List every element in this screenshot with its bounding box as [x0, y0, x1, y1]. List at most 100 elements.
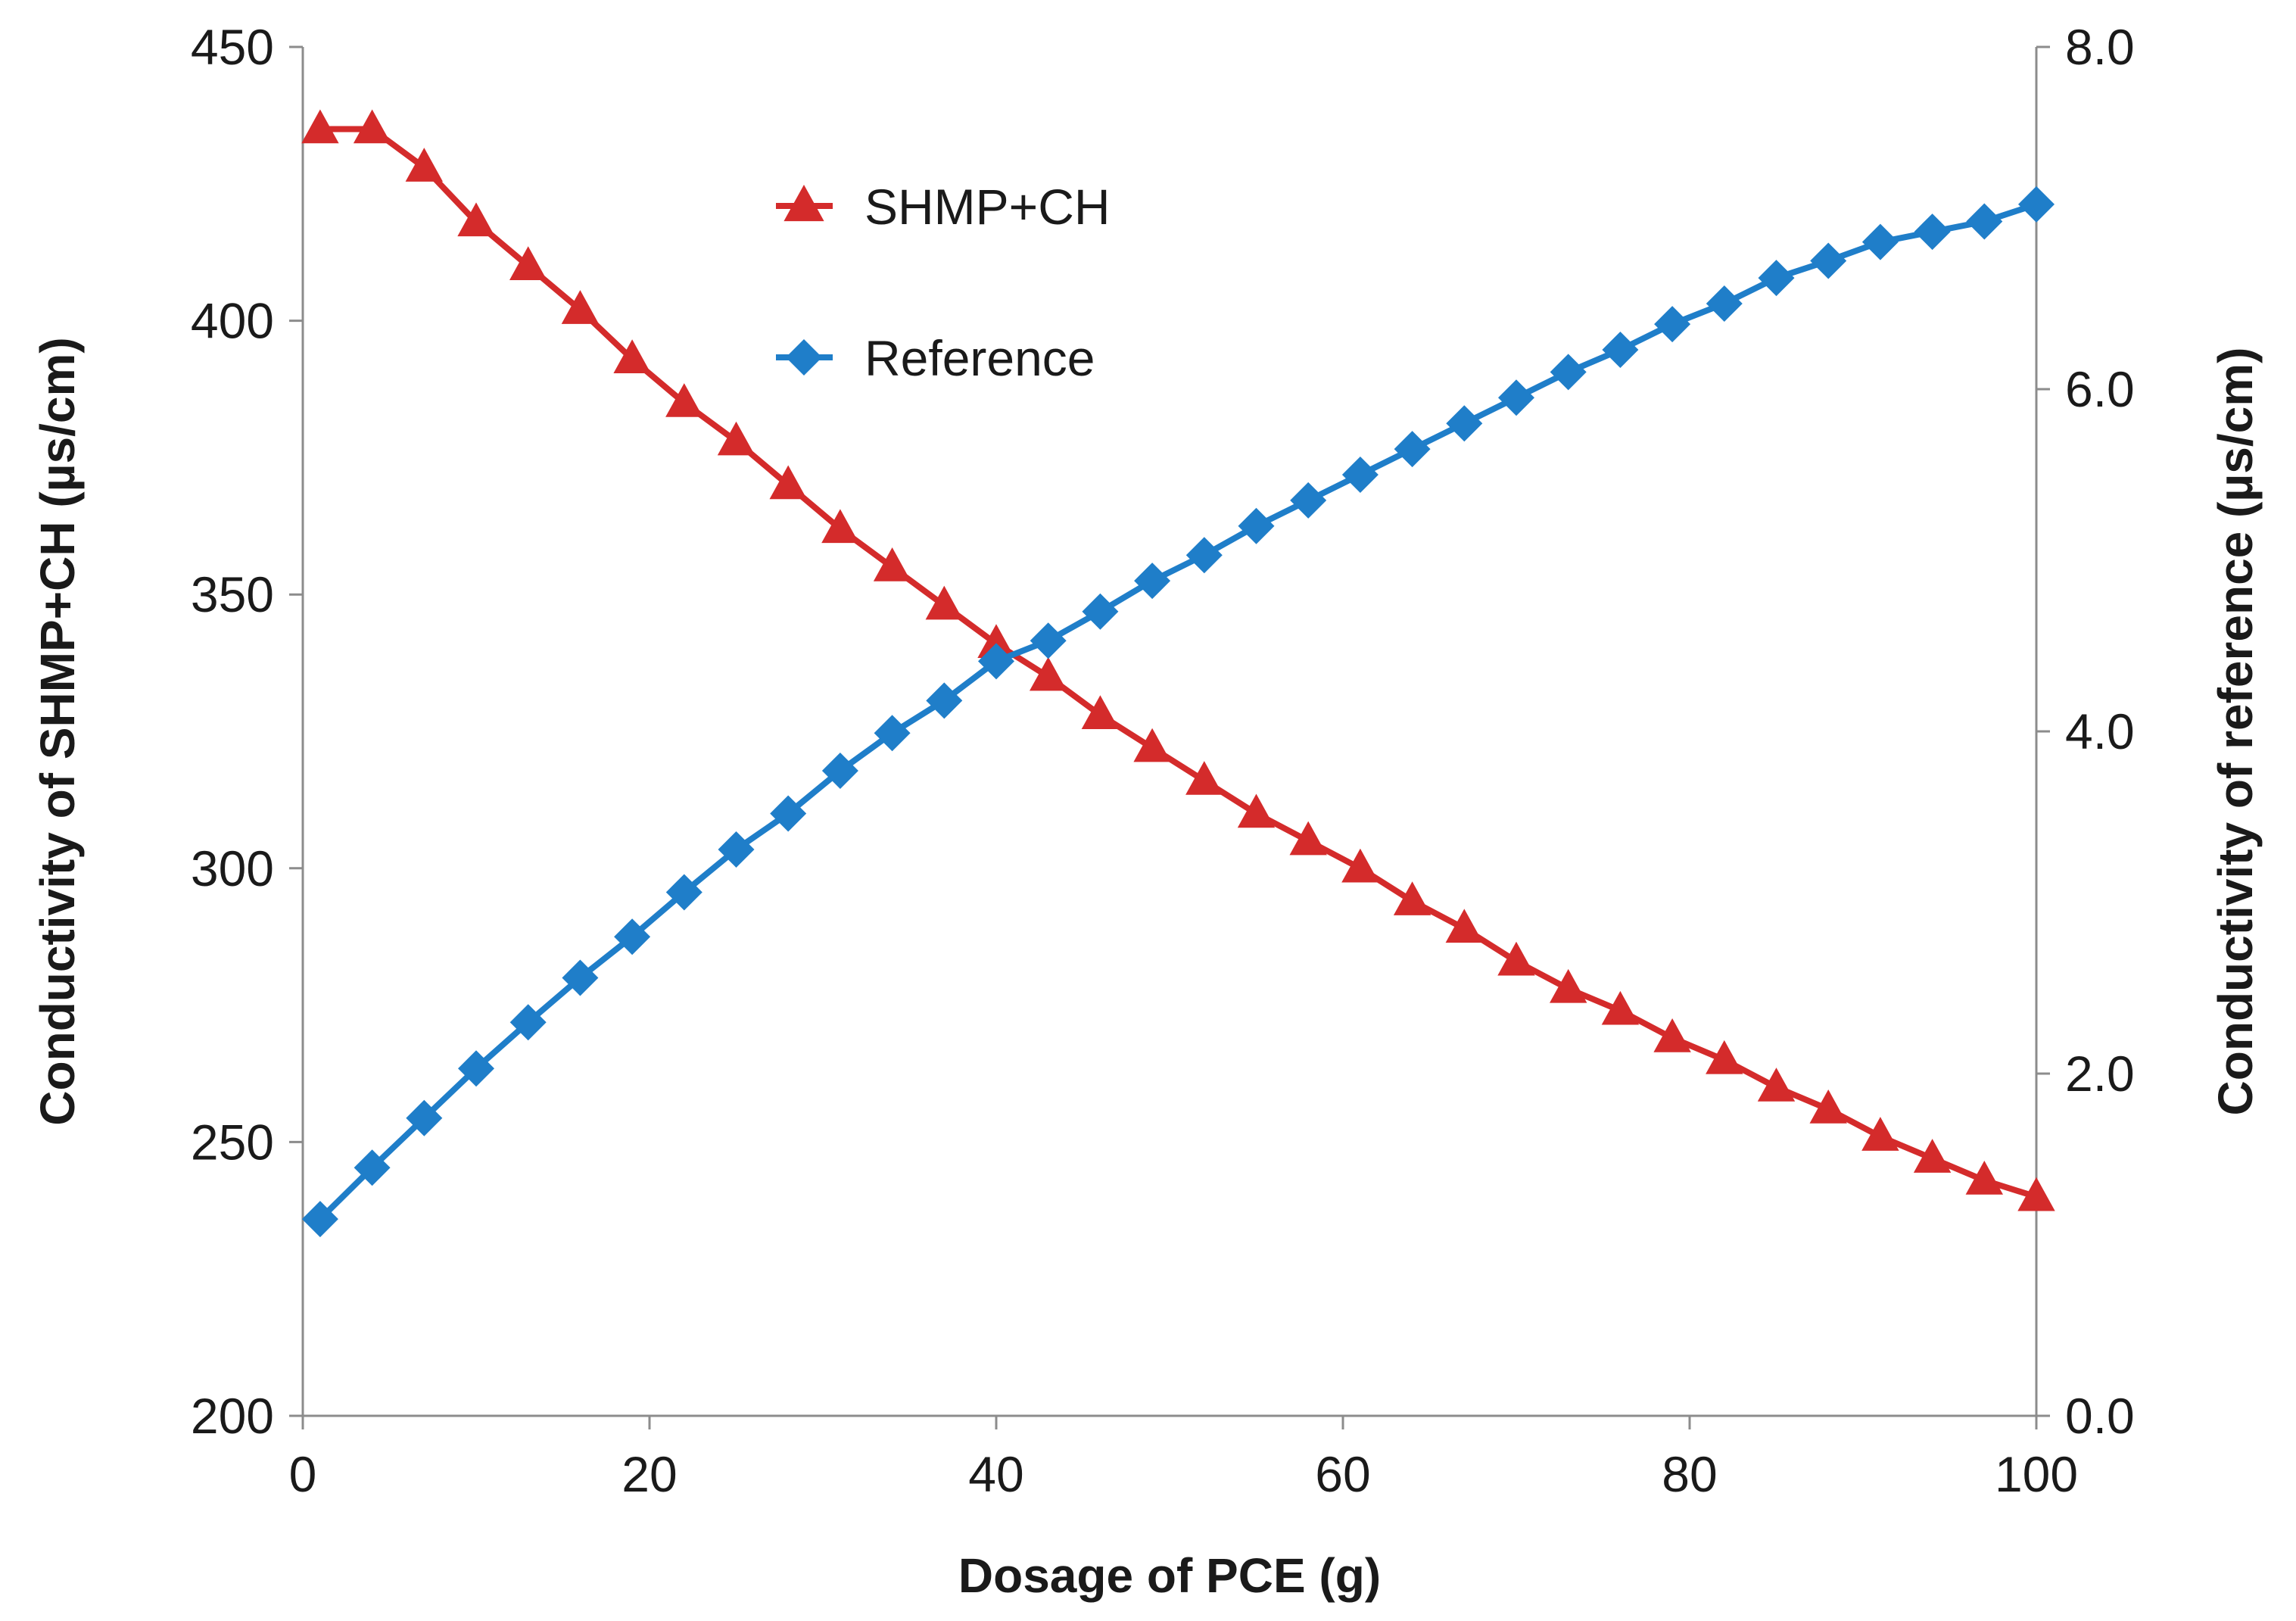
x-tick-label: 40: [968, 1446, 1023, 1502]
y-right-tick-label: 6.0: [2065, 361, 2135, 417]
data-point-shmp-ch: [1030, 656, 1067, 691]
data-point-reference: [978, 643, 1014, 680]
data-point-shmp-ch: [1289, 821, 1327, 856]
x-tick-label: 20: [622, 1446, 677, 1502]
data-point-shmp-ch: [2017, 1177, 2055, 1211]
data-point-shmp-ch: [717, 421, 755, 456]
axes: 0 20 40 60 80 100 200 250 300 350 400 450 0.0 2.0 4.0 6…: [191, 19, 2135, 1502]
data-point-reference: [1238, 507, 1275, 544]
data-point-reference: [1810, 242, 1847, 279]
y-left-tick-label: 450: [191, 19, 274, 75]
data-point-reference: [1550, 354, 1587, 391]
y-left-tick-label: 200: [191, 1388, 274, 1444]
data-point-shmp-ch: [821, 509, 859, 544]
data-point-shmp-ch: [1550, 968, 1587, 1003]
data-point-shmp-ch: [301, 109, 339, 144]
data-point-reference: [1030, 622, 1067, 659]
y-left-tick-label: 250: [191, 1114, 274, 1170]
legend-item-reference: Reference: [776, 330, 1095, 386]
data-point-reference: [718, 831, 755, 868]
series-shmp-ch: [301, 109, 2055, 1211]
data-point-shmp-ch: [977, 624, 1015, 659]
data-point-shmp-ch: [561, 290, 600, 324]
legend-item-shmp-ch: SHMP+CH: [776, 179, 1111, 235]
data-point-reference: [1758, 260, 1795, 297]
data-point-reference: [1706, 285, 1743, 322]
data-point-reference: [1134, 563, 1171, 600]
data-point-reference: [301, 1201, 338, 1238]
legend-triangle-icon: [784, 185, 824, 222]
data-point-shmp-ch: [1913, 1139, 1952, 1173]
series-line-reference: [318, 201, 2038, 1221]
y-right-tick-label: 8.0: [2065, 19, 2135, 75]
data-point-shmp-ch: [769, 465, 807, 500]
data-point-shmp-ch: [1653, 1018, 1691, 1052]
series-reference: [301, 185, 2055, 1238]
x-axis-title: Dosage of PCE (g): [958, 1548, 1381, 1603]
legend-label: SHMP+CH: [865, 179, 1111, 235]
x-tick-label: 100: [1995, 1446, 2078, 1502]
data-point-shmp-ch: [353, 109, 391, 144]
data-point-shmp-ch: [1081, 695, 1120, 730]
data-point-shmp-ch: [613, 339, 651, 373]
x-tick-label: 0: [289, 1446, 317, 1502]
data-point-reference: [562, 959, 599, 996]
data-point-reference: [1394, 431, 1431, 468]
data-point-shmp-ch: [665, 383, 703, 417]
data-point-reference: [665, 874, 703, 911]
data-point-reference: [821, 752, 858, 789]
legend-diamond-icon: [786, 339, 822, 376]
data-point-shmp-ch: [509, 246, 547, 280]
data-point-shmp-ch: [457, 202, 495, 237]
data-point-reference: [1185, 537, 1223, 574]
legend: SHMP+CH Reference: [776, 179, 1111, 386]
data-point-shmp-ch: [1965, 1161, 2003, 1195]
data-point-reference: [1861, 223, 1899, 260]
data-point-reference: [1498, 379, 1534, 416]
data-point-shmp-ch: [1706, 1040, 1743, 1074]
data-point-shmp-ch: [1237, 793, 1276, 828]
data-point-reference: [2018, 185, 2055, 223]
data-point-reference: [458, 1050, 494, 1087]
y-axis-left-title: Conductivity of SHMP+CH (µs/cm): [30, 337, 85, 1125]
data-point-shmp-ch: [1757, 1068, 1796, 1102]
data-point-reference: [926, 682, 963, 719]
y-left-tick-label: 350: [191, 566, 274, 622]
data-point-reference: [509, 1004, 547, 1041]
data-point-reference: [874, 715, 911, 752]
y-right-tick-label: 4.0: [2065, 703, 2135, 759]
y-right-tick-label: 2.0: [2065, 1046, 2135, 1102]
data-point-reference: [1914, 214, 1951, 251]
y-axis-right-title: Conductivity of reference (µs/cm): [2208, 348, 2263, 1116]
data-point-reference: [1290, 482, 1327, 519]
data-point-reference: [406, 1099, 443, 1136]
data-point-reference: [1654, 306, 1691, 343]
data-point-shmp-ch: [925, 585, 963, 620]
data-point-reference: [1446, 405, 1483, 442]
data-point-reference: [1082, 593, 1119, 630]
data-point-shmp-ch: [1809, 1089, 1847, 1124]
data-point-reference: [614, 918, 651, 955]
data-point-shmp-ch: [873, 547, 911, 581]
data-point-shmp-ch: [1185, 761, 1223, 795]
data-point-reference: [1602, 332, 1639, 369]
series-line-shmp-ch: [319, 126, 2038, 1200]
y-right-tick-label: 0.0: [2065, 1388, 2135, 1444]
legend-label: Reference: [865, 330, 1095, 386]
data-point-reference: [770, 795, 807, 832]
data-point-shmp-ch: [1133, 728, 1171, 762]
y-left-tick-label: 400: [191, 293, 274, 349]
data-point-shmp-ch: [405, 148, 443, 182]
data-point-shmp-ch: [1393, 881, 1431, 915]
data-point-shmp-ch: [1445, 909, 1483, 943]
data-point-shmp-ch: [1341, 848, 1379, 883]
data-point-shmp-ch: [1861, 1117, 1899, 1151]
data-point-shmp-ch: [1497, 941, 1535, 976]
data-point-reference: [1966, 203, 2003, 240]
data-point-reference: [1341, 457, 1379, 493]
y-left-tick-label: 300: [191, 840, 274, 896]
data-point-reference: [354, 1149, 391, 1186]
x-tick-label: 60: [1315, 1446, 1370, 1502]
data-point-shmp-ch: [1601, 990, 1640, 1025]
